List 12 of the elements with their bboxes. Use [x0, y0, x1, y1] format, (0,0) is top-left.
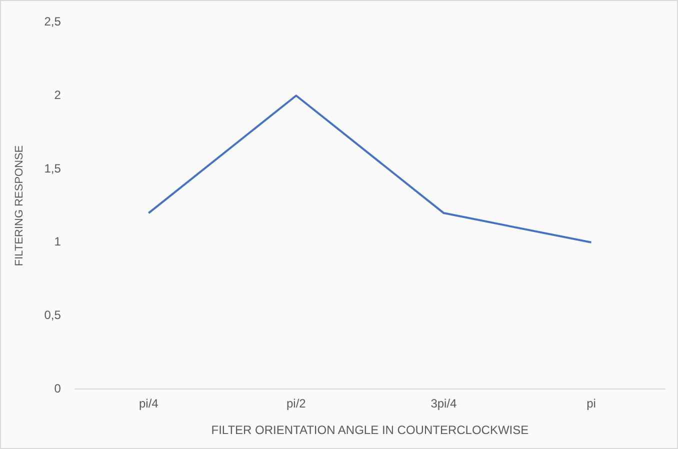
y-tick-label: 0,5: [44, 308, 62, 322]
y-tick-label: 1,5: [44, 161, 62, 176]
x-tick-label: 3pi/4: [430, 396, 458, 411]
x-axis-title: FILTER ORIENTATION ANGLE IN COUNTERCLOCKWISE: [211, 423, 529, 438]
x-tick-label: pi/4: [138, 396, 159, 411]
x-tick-label: pi/2: [286, 396, 306, 411]
y-axis-title: FILTERING RESPONSE: [14, 145, 26, 266]
y-tick-label: 2: [54, 88, 62, 102]
y-tick-label: 1: [54, 234, 62, 249]
x-tick-label: pi: [586, 396, 596, 411]
y-tick-label: 2,5: [44, 14, 62, 29]
y-tick-label: 0: [54, 382, 62, 396]
